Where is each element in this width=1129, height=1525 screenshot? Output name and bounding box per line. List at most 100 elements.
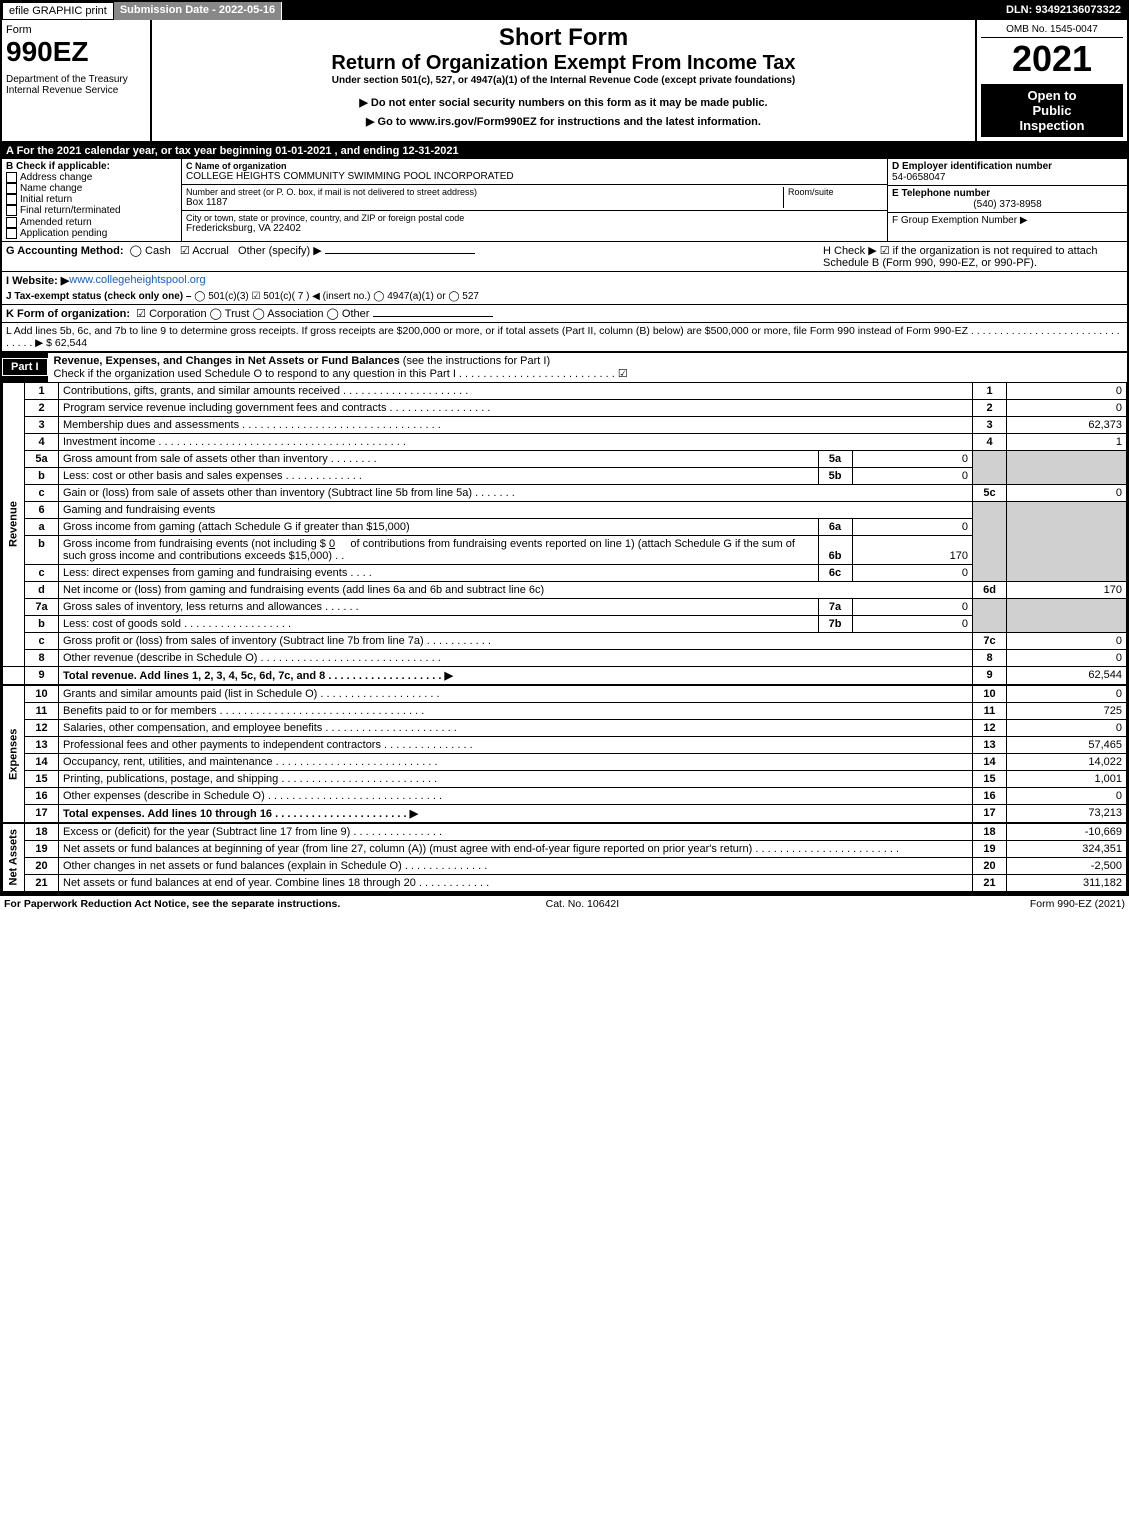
line-7a-sn: 7a	[818, 599, 852, 615]
line-2-num: 2	[973, 399, 1007, 416]
line-18-num: 18	[973, 823, 1007, 841]
line-12-amt: 0	[1007, 719, 1127, 736]
line-21-amt: 311,182	[1007, 874, 1127, 891]
line-6a-sv: 0	[852, 519, 972, 535]
line-j: J Tax-exempt status (check only one) – ◯…	[2, 289, 1127, 304]
chk-initial-return[interactable]	[6, 194, 17, 205]
line-16-num: 16	[973, 787, 1007, 804]
part-i-tab: Part I	[2, 358, 48, 376]
i-label: I Website: ▶	[6, 274, 69, 287]
form-word: Form	[6, 24, 146, 36]
line-6c-sn: 6c	[818, 565, 852, 581]
chk-address-change[interactable]	[6, 172, 17, 183]
line-7c-text: Gross profit or (loss) from sales of inv…	[59, 632, 973, 649]
line-5b-sv: 0	[852, 468, 972, 484]
line-9-amt: 62,544	[1007, 666, 1127, 685]
line-4-text: Investment income . . . . . . . . . . . …	[59, 433, 973, 450]
website-link[interactable]: www.collegeheightspool.org	[69, 274, 205, 287]
revenue-label: Revenue	[3, 382, 25, 666]
line-5a-sv: 0	[852, 451, 972, 467]
return-title: Return of Organization Exempt From Incom…	[156, 52, 971, 75]
line-5c-text: Gain or (loss) from sale of assets other…	[59, 484, 973, 501]
line-20-num: 20	[973, 857, 1007, 874]
line-7a-text: Gross sales of inventory, less returns a…	[59, 598, 973, 615]
line-17-text: Total expenses. Add lines 10 through 16 …	[59, 804, 973, 823]
line-6c-text: Less: direct expenses from gaming and fu…	[59, 564, 973, 581]
line-6b-text: Gross income from fundraising events (no…	[59, 535, 973, 564]
line-1-text: Contributions, gifts, grants, and simila…	[59, 382, 973, 399]
section-c: C Name of organization COLLEGE HEIGHTS C…	[182, 159, 887, 241]
line-11-amt: 725	[1007, 702, 1127, 719]
b-item-2: Initial return	[20, 194, 72, 205]
form-container: efile GRAPHIC print Submission Date - 20…	[0, 0, 1129, 894]
line-3-num: 3	[973, 416, 1007, 433]
submission-date: Submission Date - 2022-05-16	[114, 2, 282, 20]
line-6b-amt-inline: 0	[329, 538, 335, 550]
line-12-text: Salaries, other compensation, and employ…	[59, 719, 973, 736]
e-label: E Telephone number	[892, 188, 1123, 199]
line-5b-text: Less: cost or other basis and sales expe…	[59, 467, 973, 484]
line-h: H Check ▶ ☑ if the organization is not r…	[823, 244, 1123, 269]
dln: DLN: 93492136073322	[1000, 2, 1127, 20]
line-12-num: 12	[973, 719, 1007, 736]
open-line3: Inspection	[985, 118, 1119, 133]
line-19-text: Net assets or fund balances at beginning…	[59, 840, 973, 857]
line-10-num: 10	[973, 685, 1007, 703]
line-6d-text: Net income or (loss) from gaming and fun…	[59, 581, 973, 598]
line-6a-sn: 6a	[818, 519, 852, 535]
line-21-num: 21	[973, 874, 1007, 891]
footer-catno: Cat. No. 10642I	[546, 898, 620, 910]
footer-form: Form 990-EZ (2021)	[1030, 898, 1125, 910]
line-14-amt: 14,022	[1007, 753, 1127, 770]
chk-application-pending[interactable]	[6, 228, 17, 239]
expenses-label: Expenses	[3, 685, 25, 823]
b-item-1: Name change	[20, 183, 82, 194]
line-4-amt: 1	[1007, 433, 1127, 450]
c-city-label: City or town, state or province, country…	[186, 213, 883, 223]
top-bar: efile GRAPHIC print Submission Date - 20…	[2, 2, 1127, 20]
line-15-num: 15	[973, 770, 1007, 787]
line-20-text: Other changes in net assets or fund bala…	[59, 857, 973, 874]
line-17-num: 17	[973, 804, 1007, 823]
line-a: A For the 2021 calendar year, or tax yea…	[2, 143, 1127, 159]
line-20-amt: -2,500	[1007, 857, 1127, 874]
org-name: COLLEGE HEIGHTS COMMUNITY SWIMMING POOL …	[186, 171, 883, 182]
line-6-text: Gaming and fundraising events	[59, 501, 973, 518]
c-street-label: Number and street (or P. O. box, if mail…	[186, 187, 783, 197]
line-14-text: Occupancy, rent, utilities, and maintena…	[59, 753, 973, 770]
line-18-text: Excess or (deficit) for the year (Subtra…	[59, 823, 973, 841]
line-13-amt: 57,465	[1007, 736, 1127, 753]
open-line2: Public	[985, 103, 1119, 118]
line-6c-sv: 0	[852, 565, 972, 581]
line-i: I Website: ▶ www.collegeheightspool.org	[2, 271, 1127, 289]
line-8-text: Other revenue (describe in Schedule O) .…	[59, 649, 973, 666]
line-1-amt: 0	[1007, 382, 1127, 399]
section-b-c-d: B Check if applicable: Address change Na…	[2, 159, 1127, 242]
page-footer: For Paperwork Reduction Act Notice, see …	[0, 894, 1129, 912]
d-label: D Employer identification number	[892, 161, 1123, 172]
bullet-ssn: ▶ Do not enter social security numbers o…	[156, 96, 971, 109]
open-to-public: Open to Public Inspection	[981, 84, 1123, 137]
line-g-h: G Accounting Method: ◯ Cash ☑ Accrual Ot…	[2, 242, 1127, 271]
part-i-title: Revenue, Expenses, and Changes in Net As…	[54, 355, 400, 367]
section-b: B Check if applicable: Address change Na…	[2, 159, 182, 241]
line-7b-sn: 7b	[818, 616, 852, 632]
line-7c-amt: 0	[1007, 632, 1127, 649]
line-16-text: Other expenses (describe in Schedule O) …	[59, 787, 973, 804]
irs-label: Internal Revenue Service	[6, 85, 146, 96]
lines-table: Revenue 1 Contributions, gifts, grants, a…	[2, 382, 1127, 892]
line-9-num: 9	[973, 666, 1007, 685]
chk-name-change[interactable]	[6, 183, 17, 194]
c-name-label: C Name of organization	[186, 161, 883, 171]
line-11-text: Benefits paid to or for members . . . . …	[59, 702, 973, 719]
line-7b-sv: 0	[852, 616, 972, 632]
chk-final-return[interactable]	[6, 205, 17, 216]
line-3-text: Membership dues and assessments . . . . …	[59, 416, 973, 433]
f-label: F Group Exemption Number ▶	[892, 215, 1123, 226]
org-city: Fredericksburg, VA 22402	[186, 223, 883, 234]
part-i-subtitle: (see the instructions for Part I)	[403, 355, 550, 367]
phone-value: (540) 373-8958	[892, 199, 1123, 210]
line-18-amt: -10,669	[1007, 823, 1127, 841]
chk-amended-return[interactable]	[6, 217, 17, 228]
open-line1: Open to	[985, 88, 1119, 103]
